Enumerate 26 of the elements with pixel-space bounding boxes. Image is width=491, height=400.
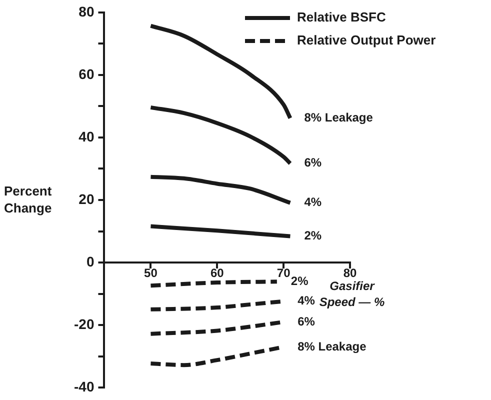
annotation: 6%: [304, 156, 322, 170]
annotation: 8% Leakage: [298, 339, 367, 354]
annotation: 4%: [298, 294, 316, 308]
x-axis-title: Gasifier Speed — %: [319, 278, 385, 309]
annotation: 4%: [304, 195, 322, 210]
annotation: 6%: [298, 314, 316, 328]
y-tick-label: 20: [78, 190, 94, 207]
y-tick-label: -40: [74, 378, 94, 394]
y-tick-label: -20: [74, 316, 94, 332]
x-tick-label: 60: [210, 266, 224, 280]
y-tick-label: 60: [78, 66, 94, 82]
line-series: [148, 105, 292, 166]
legend-label: Relative Output Power: [297, 32, 436, 48]
x-tick-label: 70: [276, 266, 291, 280]
annotation: 2%: [304, 228, 322, 243]
legend-label: Relative BSFC: [297, 10, 386, 25]
annotation: 2%: [290, 274, 309, 288]
y-tick-label: 80: [78, 3, 94, 20]
annotation: 8% Leakage: [304, 110, 374, 124]
y-axis-title: Percent Change: [4, 184, 52, 216]
line-series: [148, 174, 292, 205]
line-series: [148, 24, 292, 120]
x-tick-label: 50: [144, 266, 158, 280]
y-tick-label: 0: [86, 253, 94, 270]
x-tick-label: 80: [343, 266, 357, 280]
y-tick-label: 40: [78, 128, 94, 144]
